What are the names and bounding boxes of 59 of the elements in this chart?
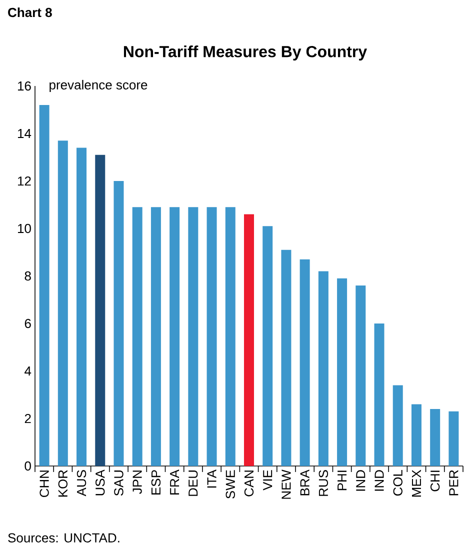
bar (374, 324, 384, 466)
y-tick-label: 14 (18, 129, 32, 138)
bar (244, 214, 254, 466)
x-tick-label: VIE (263, 470, 272, 490)
bar (76, 148, 87, 466)
x-tick-label: RUS (318, 470, 328, 496)
x-tick-label: CHI (430, 470, 440, 492)
bar (281, 250, 292, 466)
y-tick-label: 10 (18, 224, 31, 234)
source-note: Sources: UNCTAD. (8, 533, 120, 542)
x-tick-label: NEW (282, 470, 291, 499)
bar (430, 409, 440, 466)
bar (448, 411, 459, 466)
bar (114, 180, 124, 466)
bar (225, 207, 236, 466)
x-tick-label: SWE (226, 470, 235, 499)
bar (188, 207, 198, 466)
x-tick-label: AUS (76, 470, 86, 496)
x-tick-label: ITA (207, 470, 216, 488)
bar (318, 271, 328, 466)
x-tick-label: CAN (244, 470, 254, 496)
y-tick-label: 0 (24, 461, 31, 471)
caption: Chart 8 (8, 8, 52, 18)
y-axis-title: prevalence score (50, 80, 148, 92)
x-tick-label: ESP (151, 470, 161, 494)
y-tick-label: 6 (24, 318, 31, 328)
y-tick-label: 4 (24, 366, 32, 376)
x-tick-label: USA (96, 470, 105, 496)
bar (150, 207, 161, 466)
x-tick-label: CHN (40, 470, 49, 498)
bar (95, 154, 106, 466)
bar (300, 259, 310, 466)
x-tick-label: COL (393, 470, 402, 496)
bar (206, 207, 217, 466)
x-tick-label: IND (356, 470, 366, 491)
chart-title: Non-Tariff Measures By Country (124, 46, 367, 60)
y-tick-label: 8 (24, 271, 31, 281)
x-tick-label: PHI (338, 470, 347, 490)
bar (132, 207, 142, 466)
bar (170, 207, 180, 466)
x-tick-label: DEU (188, 470, 198, 496)
x-tick-label: MEX (412, 470, 421, 497)
x-tick-label: KOR (58, 470, 68, 497)
x-tick-label: IND (374, 470, 384, 491)
bar (411, 404, 422, 466)
x-tick-label: PER (449, 470, 458, 496)
bar (356, 286, 366, 466)
bar (337, 278, 348, 466)
x-tick-label: SAU (114, 470, 124, 496)
y-tick-label: 16 (18, 81, 31, 91)
bar (392, 385, 403, 466)
bar (58, 140, 68, 466)
x-tick-label: FRA (170, 470, 180, 494)
bar (262, 226, 273, 466)
x-tick-label: BRA (300, 470, 310, 496)
bar (39, 105, 50, 466)
x-tick-label: JPN (132, 470, 142, 494)
y-tick-label: 12 (18, 176, 31, 186)
y-tick-label: 2 (24, 414, 31, 424)
